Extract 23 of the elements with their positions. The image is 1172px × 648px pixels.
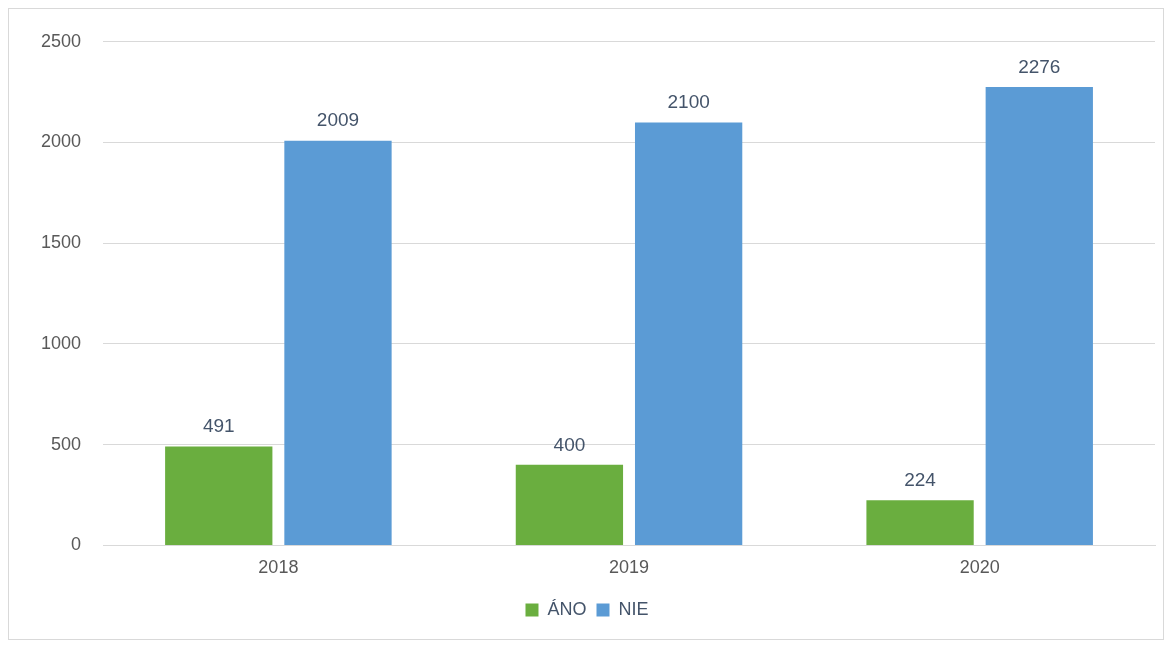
legend-label: NIE: [618, 598, 649, 619]
data-label: 2009: [316, 109, 360, 131]
bar: [985, 86, 1093, 545]
x-tick-label: 2018: [258, 557, 299, 578]
y-tick-label: 2500: [41, 30, 82, 51]
bar: [165, 446, 273, 545]
bar: [515, 464, 624, 545]
y-tick-label: 2000: [41, 131, 82, 152]
y-tick-label: 500: [51, 433, 82, 454]
data-label: 2100: [667, 91, 710, 113]
y-tick-label: 1000: [41, 332, 82, 353]
legend-label: ÁNO: [547, 598, 587, 619]
data-label: 2276: [1018, 55, 1061, 77]
x-tick-label: 2020: [959, 557, 1000, 578]
y-tick-label: 1500: [41, 232, 82, 253]
y-tick-label: 0: [71, 534, 82, 555]
bar: [866, 500, 974, 545]
data-label: 224: [904, 469, 937, 491]
x-tick-label: 2019: [609, 557, 650, 578]
bar: [634, 122, 743, 545]
bar: [284, 140, 392, 545]
data-label: 400: [553, 433, 586, 455]
data-label: 491: [202, 415, 235, 437]
